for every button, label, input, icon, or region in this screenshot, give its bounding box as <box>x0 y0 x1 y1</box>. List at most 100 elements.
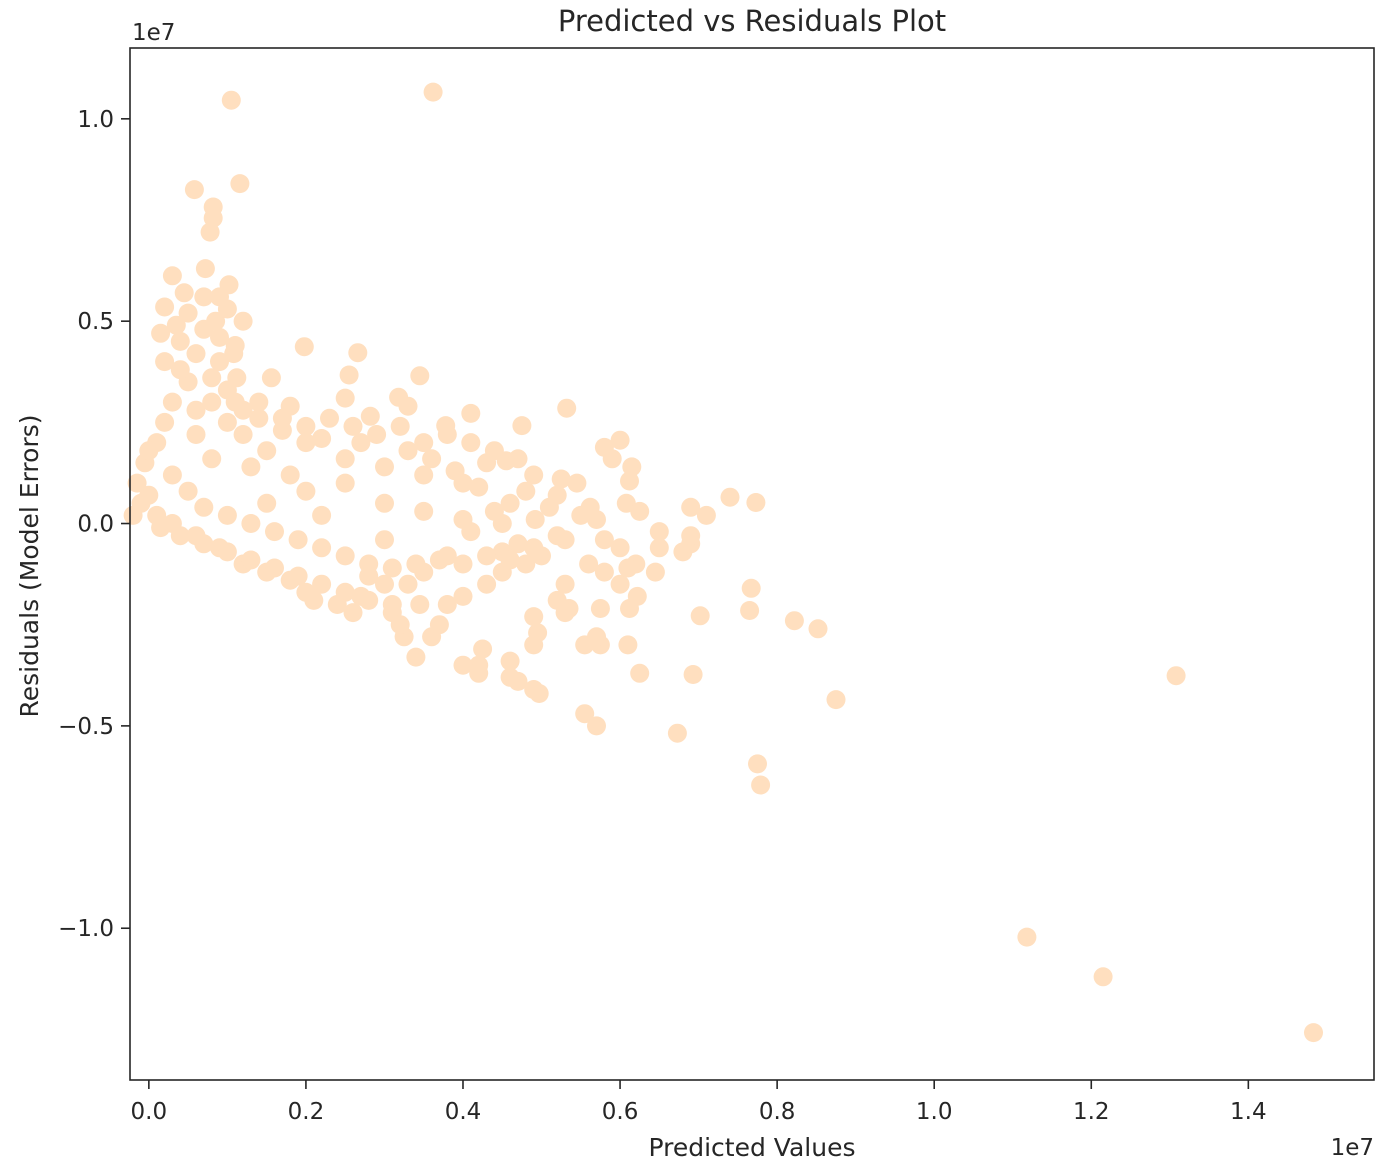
x-tick-label: 0.4 <box>445 1099 482 1125</box>
data-point <box>422 627 442 647</box>
data-point <box>423 82 443 102</box>
data-point <box>748 754 767 774</box>
y-tick-label: 0.0 <box>77 512 114 538</box>
x-tick-label: 1.0 <box>916 1099 953 1125</box>
data-point <box>508 671 528 691</box>
data-point <box>272 408 292 428</box>
data-point <box>194 497 214 517</box>
data-point <box>445 461 465 481</box>
data-point <box>217 542 237 562</box>
data-point <box>516 481 536 501</box>
data-point <box>170 526 190 546</box>
data-point <box>547 526 567 546</box>
data-point <box>524 465 544 485</box>
data-point <box>484 441 504 461</box>
data-point <box>516 554 536 574</box>
data-point <box>178 303 198 323</box>
data-point <box>602 449 622 469</box>
data-point <box>312 538 332 558</box>
data-point <box>453 554 473 574</box>
data-point <box>230 174 250 194</box>
data-point <box>622 457 642 477</box>
data-point <box>217 380 237 400</box>
data-point <box>610 574 630 594</box>
data-point <box>194 534 214 554</box>
data-point <box>529 684 549 703</box>
data-point <box>508 534 528 554</box>
y-tick-label: 0.5 <box>77 309 114 335</box>
data-point <box>720 487 740 507</box>
data-point <box>155 412 175 432</box>
data-point <box>620 471 639 491</box>
data-point <box>649 538 669 558</box>
data-point <box>453 586 473 606</box>
data-point <box>429 550 449 570</box>
data-point <box>202 449 222 469</box>
data-point <box>162 392 182 412</box>
data-point <box>139 485 159 505</box>
data-point <box>296 416 316 436</box>
data-point <box>249 392 269 412</box>
data-point <box>414 501 434 521</box>
data-point <box>312 574 332 594</box>
data-point <box>610 538 630 558</box>
data-point <box>555 603 575 623</box>
data-point <box>335 546 355 566</box>
data-point <box>265 558 284 578</box>
data-point <box>587 627 606 647</box>
data-point <box>151 323 171 343</box>
data-point <box>348 343 368 363</box>
data-point <box>683 665 703 684</box>
data-point <box>512 416 532 436</box>
data-point <box>296 433 316 453</box>
data-point <box>335 473 355 493</box>
plot-frame <box>129 47 1375 1081</box>
data-point <box>257 441 277 461</box>
data-point <box>233 425 253 444</box>
data-point <box>414 433 434 453</box>
data-point <box>382 558 402 578</box>
data-point <box>398 574 418 594</box>
data-point <box>587 716 606 736</box>
data-point <box>1166 666 1186 686</box>
data-point <box>296 582 316 602</box>
data-point <box>360 406 380 426</box>
data-point <box>288 566 308 586</box>
data-point <box>461 403 481 423</box>
y-tick-label: 1.0 <box>77 107 114 133</box>
y-tick-label: −0.5 <box>58 714 114 740</box>
x-tick-label: 1.2 <box>1073 1099 1110 1125</box>
data-point <box>524 607 544 627</box>
data-point <box>681 497 701 517</box>
data-point <box>375 493 394 513</box>
data-point <box>202 392 222 412</box>
data-point <box>524 538 544 558</box>
data-point <box>335 388 355 408</box>
data-point <box>696 505 716 525</box>
data-point <box>335 582 355 602</box>
data-point <box>437 595 457 614</box>
data-point <box>547 485 567 505</box>
data-point <box>741 578 761 598</box>
data-point <box>206 311 226 331</box>
data-point <box>826 690 846 710</box>
data-point <box>241 550 261 570</box>
data-point <box>746 493 766 512</box>
data-point <box>414 465 434 485</box>
y-offset-label: 1e7 <box>132 20 175 46</box>
data-point <box>359 590 379 610</box>
data-point <box>590 599 610 618</box>
x-tick-label: 1.4 <box>1230 1099 1267 1125</box>
data-point <box>551 469 571 489</box>
x-tick-label: 0.8 <box>759 1099 796 1125</box>
data-point <box>155 297 175 317</box>
x-tick-label: 0.6 <box>602 1099 639 1125</box>
data-point <box>398 396 418 416</box>
data-point <box>492 514 512 533</box>
data-point <box>265 522 284 542</box>
data-point <box>257 493 277 513</box>
data-point <box>610 430 630 450</box>
points-layer <box>123 82 1323 1043</box>
data-point <box>469 477 489 497</box>
data-point <box>217 505 237 525</box>
